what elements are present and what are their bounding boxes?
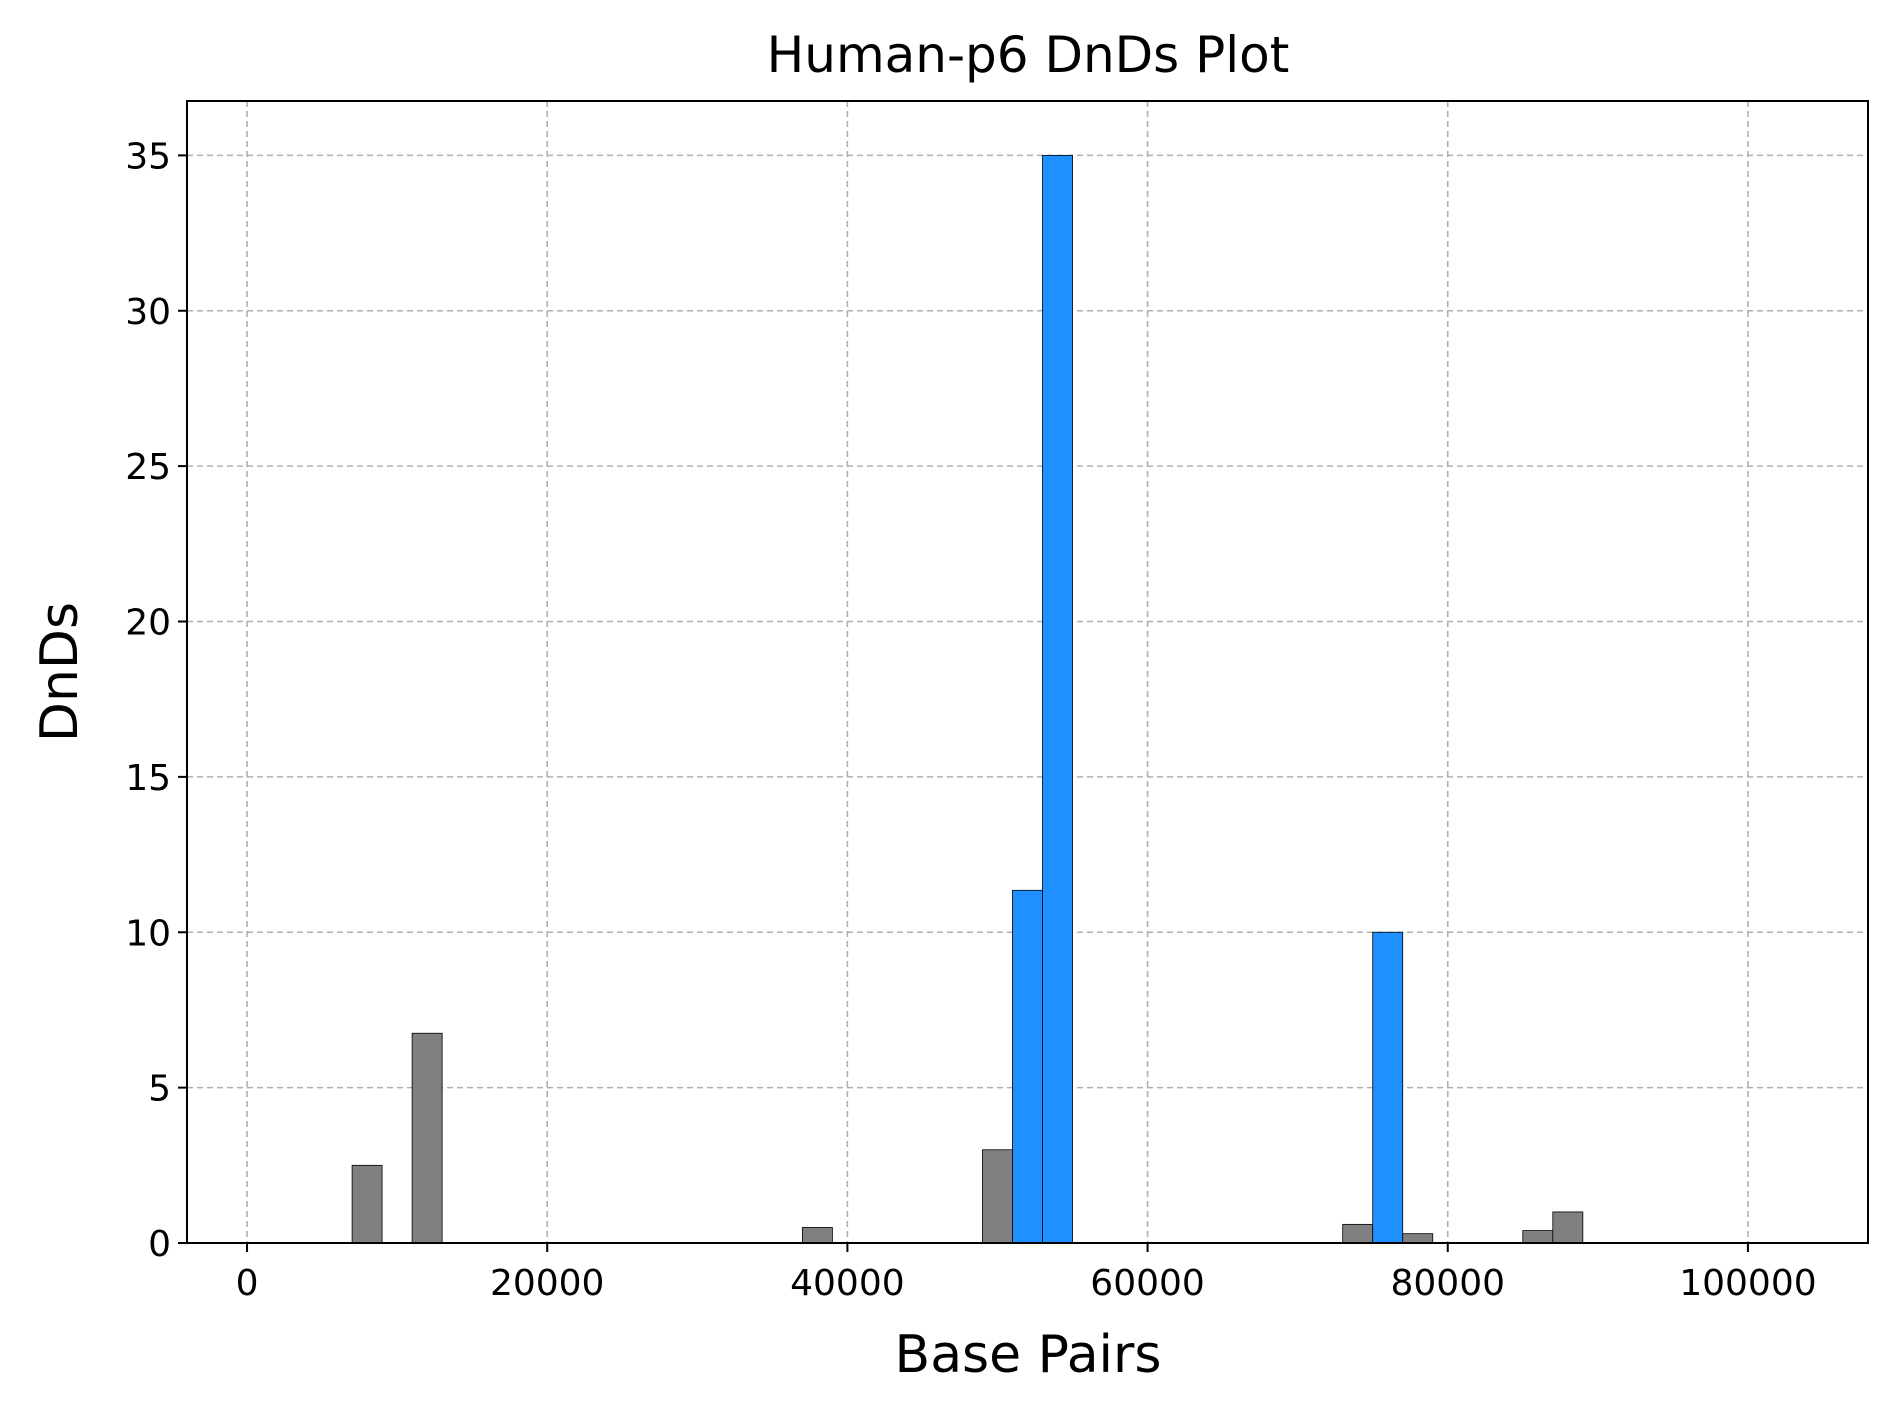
y-axis-label: DnDs <box>30 602 90 742</box>
x-axis-label: Base Pairs <box>895 1325 1162 1385</box>
bar-8 <box>1402 1233 1434 1244</box>
x-tick-label-5: 100000 <box>1679 1263 1816 1304</box>
y-tick-label-4: 20 <box>125 603 171 644</box>
x-tick-label-2: 40000 <box>790 1263 905 1304</box>
bar-1 <box>411 1032 443 1244</box>
x-tick-label-0: 0 <box>236 1263 259 1304</box>
gridlines <box>187 101 1868 1244</box>
y-tick-label-7: 35 <box>125 136 171 177</box>
plot-frame <box>186 100 1869 1244</box>
bar-2 <box>801 1227 833 1244</box>
bars <box>351 154 1584 1244</box>
x-tick-label-4: 80000 <box>1390 1263 1505 1304</box>
x-axis-ticks: 0 20000 40000 60000 80000 100000 <box>236 1243 1817 1304</box>
bar-3 <box>982 1149 1013 1244</box>
y-tick-label-2: 10 <box>125 913 171 954</box>
y-axis-ticks: 0 5 10 15 20 25 30 35 <box>125 136 187 1265</box>
y-tick-label-3: 15 <box>125 758 171 799</box>
bar-6 <box>1342 1223 1374 1244</box>
bar-5 <box>1042 154 1073 1244</box>
bar-4 <box>1012 889 1043 1244</box>
x-tick-label-1: 20000 <box>490 1263 605 1304</box>
y-tick-label-5: 25 <box>125 447 171 488</box>
y-tick-label-6: 30 <box>125 292 171 333</box>
bar-9 <box>1522 1230 1554 1244</box>
y-tick-label-0: 0 <box>148 1224 171 1265</box>
bar-10 <box>1552 1211 1584 1244</box>
bar-0 <box>351 1164 383 1244</box>
bar-7 <box>1372 931 1404 1244</box>
x-tick-label-3: 60000 <box>1090 1263 1205 1304</box>
chart-title: Human-p6 DnDs Plot <box>767 26 1290 84</box>
y-tick-label-1: 5 <box>148 1069 171 1110</box>
